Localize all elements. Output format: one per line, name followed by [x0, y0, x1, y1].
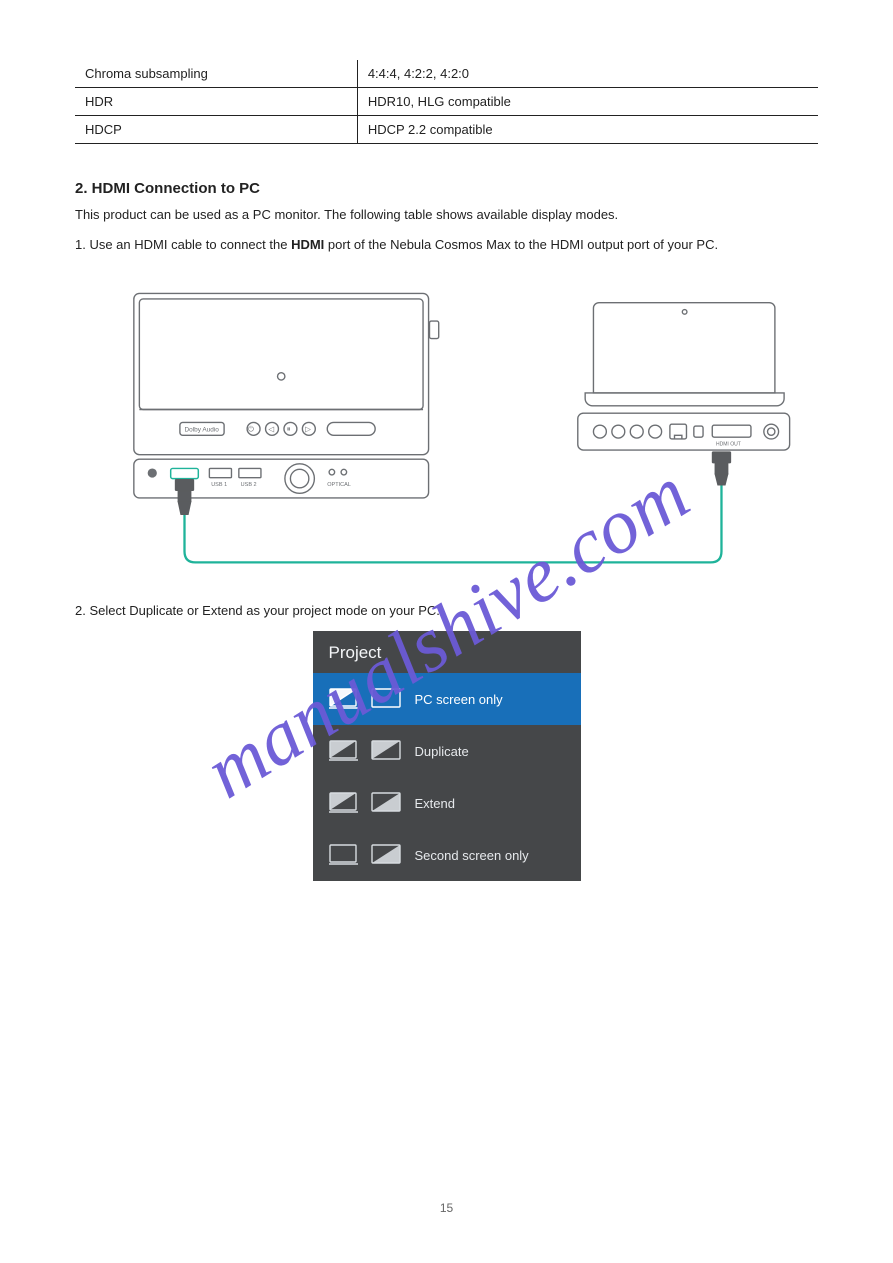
hdmi-connection-diagram: Dolby Audio ⏻ ◁ ⏸ ▷ HDMI USB 1 USB 2 [75, 275, 818, 579]
step1-pre: 1. Use an HDMI cable to connect the [75, 237, 287, 252]
svg-text:HDMI OUT: HDMI OUT [715, 442, 740, 448]
svg-text:⏸: ⏸ [286, 425, 290, 434]
svg-text:▷: ▷ [305, 425, 311, 434]
step1-port: HDMI [291, 237, 324, 252]
spec-name: HDR [75, 88, 357, 116]
second-only-icon [329, 843, 401, 867]
svg-text:⏻: ⏻ [248, 425, 254, 434]
projector-outline: Dolby Audio ⏻ ◁ ⏸ ▷ HDMI USB 1 USB 2 [133, 294, 438, 498]
project-title: Project [313, 631, 581, 673]
page-number: 15 [0, 1201, 893, 1215]
duplicate-icon [329, 739, 401, 763]
spec-value: 4:4:4, 4:2:2, 4:2:0 [357, 60, 818, 88]
project-label: Extend [415, 796, 455, 811]
step-2: 2. Select Duplicate or Extend as your pr… [75, 601, 818, 621]
step1-post: port of the Nebula Cosmos Max to the HDM… [328, 237, 718, 252]
project-label: PC screen only [415, 692, 503, 707]
project-label: Second screen only [415, 848, 529, 863]
svg-text:USB 1: USB 1 [211, 482, 227, 488]
svg-text:Dolby Audio: Dolby Audio [184, 427, 219, 434]
spec-name: HDCP [75, 116, 357, 144]
spec-table: Chroma subsampling 4:4:4, 4:2:2, 4:2:0 H… [75, 60, 818, 144]
section-intro: This product can be used as a PC monitor… [75, 205, 818, 225]
project-option-second-only[interactable]: Second screen only [313, 829, 581, 881]
spec-value: HDR10, HLG compatible [357, 88, 818, 116]
project-option-duplicate[interactable]: Duplicate [313, 725, 581, 777]
table-row: HDR HDR10, HLG compatible [75, 88, 818, 116]
windows-project-popup: Project PC screen only Duplicate Extend [313, 631, 581, 881]
laptop-outline [585, 303, 784, 406]
extend-icon [329, 791, 401, 815]
table-row: Chroma subsampling 4:4:4, 4:2:2, 4:2:0 [75, 60, 818, 88]
svg-text:OPTICAL: OPTICAL [327, 482, 351, 488]
manual-page: Chroma subsampling 4:4:4, 4:2:2, 4:2:0 H… [0, 0, 893, 921]
receiver-outline: HDMI OUT [577, 413, 789, 450]
spec-name: Chroma subsampling [75, 60, 357, 88]
pc-only-icon [329, 687, 401, 711]
svg-text:◁: ◁ [268, 425, 274, 434]
project-label: Duplicate [415, 744, 469, 759]
svg-text:USB 2: USB 2 [240, 482, 256, 488]
project-option-pc-only[interactable]: PC screen only [313, 673, 581, 725]
project-option-extend[interactable]: Extend [313, 777, 581, 829]
connection-svg: Dolby Audio ⏻ ◁ ⏸ ▷ HDMI USB 1 USB 2 [97, 275, 797, 579]
spec-value: HDCP 2.2 compatible [357, 116, 818, 144]
section-heading: 2. HDMI Connection to PC [75, 180, 818, 197]
step-1: 1. Use an HDMI cable to connect the HDMI… [75, 235, 818, 255]
table-row: HDCP HDCP 2.2 compatible [75, 116, 818, 144]
